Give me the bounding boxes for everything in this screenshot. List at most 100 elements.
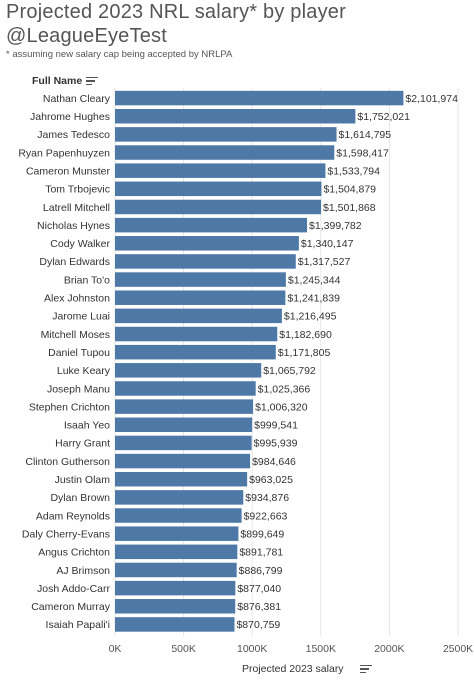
- chart-title: Projected 2023 NRL salary* by player: [6, 1, 346, 23]
- bar[interactable]: [115, 363, 262, 378]
- category-label: Adam Reynolds: [36, 510, 110, 522]
- sort-icon[interactable]: [86, 77, 98, 87]
- value-label: $1,241,839: [287, 293, 340, 305]
- bar[interactable]: [115, 326, 278, 342]
- chart-title-block: Projected 2023 NRL salary* by player @Le…: [6, 0, 472, 61]
- value-label: $2,101,974: [405, 93, 458, 105]
- bar[interactable]: [115, 217, 308, 233]
- category-label: Cameron Murray: [31, 601, 111, 613]
- category-label: Stephen Crichton: [29, 401, 110, 413]
- category-label: Nicholas Hynes: [37, 220, 110, 232]
- bar[interactable]: [115, 453, 251, 469]
- bar[interactable]: [115, 508, 242, 523]
- category-label: Nathan Cleary: [43, 93, 111, 105]
- value-label: $934,876: [245, 492, 289, 504]
- bar[interactable]: [115, 145, 335, 160]
- x-tick-label: 1500K: [306, 643, 336, 655]
- value-label: $891,781: [239, 547, 283, 559]
- x-tick-label: 2000K: [374, 643, 404, 655]
- chart-title-handle: @LeagueEyeTest: [6, 25, 167, 47]
- category-label: Alex Johnston: [44, 293, 110, 305]
- bar[interactable]: [115, 127, 337, 142]
- value-label: $870,759: [236, 619, 280, 631]
- bar[interactable]: [115, 290, 286, 305]
- bar[interactable]: [115, 344, 276, 360]
- bar[interactable]: [115, 199, 322, 215]
- grid-lines: [114, 88, 459, 636]
- value-label: $1,533,794: [327, 165, 380, 177]
- bar[interactable]: [115, 562, 237, 578]
- bar[interactable]: [115, 381, 256, 396]
- category-label: Cameron Munster: [26, 165, 111, 177]
- category-label: Dylan Edwards: [39, 256, 110, 268]
- value-label: $995,939: [254, 438, 298, 450]
- bar[interactable]: [115, 526, 239, 541]
- x-tick-label: 0K: [109, 643, 122, 655]
- category-label: Harry Grant: [55, 438, 110, 450]
- category-label: Jarome Luai: [52, 311, 110, 323]
- value-label: $1,065,792: [263, 365, 316, 377]
- sort-icon[interactable]: [360, 665, 372, 675]
- value-label: $1,006,320: [255, 401, 308, 413]
- value-label: $1,182,690: [279, 329, 332, 341]
- bar[interactable]: [115, 90, 404, 106]
- bar[interactable]: [115, 236, 299, 251]
- value-label: $899,649: [240, 528, 284, 540]
- value-label: $999,541: [254, 420, 298, 432]
- value-label: $886,799: [239, 565, 283, 577]
- value-label: $1,614,795: [339, 129, 392, 141]
- x-tick-label: 500K: [171, 643, 196, 655]
- x-axis-title[interactable]: Projected 2023 salary: [242, 663, 344, 675]
- bar[interactable]: [115, 617, 235, 632]
- value-label: $877,040: [237, 583, 281, 595]
- row-header-full-name[interactable]: Full Name: [32, 75, 83, 87]
- x-tick-label: 2500K: [443, 643, 473, 655]
- value-label: $984,646: [252, 456, 296, 468]
- bar[interactable]: [115, 544, 238, 560]
- bar[interactable]: [115, 580, 236, 596]
- bar[interactable]: [115, 490, 244, 505]
- value-label: $1,598,417: [336, 147, 389, 159]
- value-label: $963,025: [249, 474, 293, 486]
- value-label: $1,752,021: [357, 111, 410, 123]
- value-label: $1,245,344: [288, 274, 341, 286]
- bar[interactable]: [115, 163, 326, 178]
- bar[interactable]: [115, 272, 286, 287]
- bar[interactable]: [115, 599, 236, 614]
- value-label: $922,663: [244, 510, 288, 522]
- category-label: James Tedesco: [37, 129, 110, 141]
- category-label: Justin Olam: [55, 474, 111, 486]
- category-label: Clinton Gutherson: [25, 456, 110, 468]
- bar[interactable]: [115, 308, 282, 324]
- category-label: Josh Addo-Carr: [37, 583, 110, 595]
- category-label: Brian To'o: [64, 274, 110, 286]
- category-label: Isaah Yeo: [64, 420, 110, 432]
- category-label: Mitchell Moses: [41, 329, 110, 341]
- bar[interactable]: [115, 399, 254, 414]
- bar[interactable]: [115, 417, 253, 433]
- category-label: Angus Crichton: [38, 547, 110, 559]
- value-label: $1,216,495: [284, 311, 337, 323]
- bar[interactable]: [115, 254, 296, 269]
- category-label: Daly Cherry-Evans: [22, 528, 110, 540]
- x-tick-labels: 0K 500K 1000K 1500K 2000K 2500K: [109, 643, 474, 655]
- chart-subtitle: * assuming new salary cap being accepted…: [6, 49, 233, 60]
- value-label: $1,504,879: [323, 184, 376, 196]
- category-label: Daniel Tupou: [48, 347, 110, 359]
- bar[interactable]: [115, 435, 252, 451]
- category-label: Dylan Brown: [50, 492, 110, 504]
- category-label: Ryan Papenhuyzen: [18, 147, 110, 159]
- category-label: Luke Keary: [57, 365, 111, 377]
- value-label: $1,171,805: [278, 347, 331, 359]
- category-label: Jahrome Hughes: [30, 111, 110, 123]
- bars: [115, 90, 404, 632]
- bar[interactable]: [115, 108, 356, 124]
- category-label: Tom Trbojevic: [45, 184, 110, 196]
- value-label: $1,501,868: [323, 202, 376, 214]
- category-labels: Nathan Cleary Jahrome Hughes James Tedesco…: [18, 93, 110, 631]
- bar[interactable]: [115, 471, 248, 487]
- category-label: Isaiah Papali'i: [46, 619, 110, 631]
- bar[interactable]: [115, 181, 322, 197]
- category-label: Joseph Manu: [47, 383, 110, 395]
